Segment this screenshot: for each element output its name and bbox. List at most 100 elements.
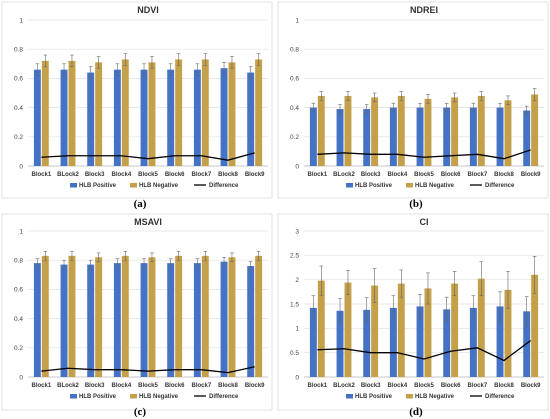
chart-title: NDREI xyxy=(410,5,438,15)
bar-hlb-positive xyxy=(60,69,68,166)
y-tick-label: 0.8 xyxy=(14,47,23,54)
x-tick-label: Block8 xyxy=(494,172,514,178)
x-tick-label: Block9 xyxy=(521,383,541,389)
y-tick-label: 2.5 xyxy=(290,253,299,260)
legend-swatch-negative xyxy=(130,394,137,399)
error-bar xyxy=(123,251,128,261)
error-bar xyxy=(391,295,396,321)
error-bar xyxy=(426,272,430,305)
bar-hlb-negative xyxy=(201,59,209,166)
bar-hlb-negative xyxy=(68,60,76,166)
error-bar xyxy=(248,66,253,79)
error-bar xyxy=(142,258,146,268)
error-bar xyxy=(471,102,476,113)
panel-label: (c) xyxy=(134,406,147,418)
bar-hlb-positive xyxy=(193,69,201,166)
y-tick-label: 0.8 xyxy=(290,47,299,54)
x-tick-label: Block4 xyxy=(111,383,131,389)
error-bar xyxy=(506,271,510,309)
error-bar xyxy=(346,91,350,101)
bar-hlb-positive xyxy=(140,69,148,166)
bar-hlb-positive xyxy=(220,261,228,377)
bar-hlb-negative xyxy=(121,59,129,166)
error-bar xyxy=(168,63,173,76)
error-bar xyxy=(176,251,181,261)
error-bar xyxy=(399,269,404,298)
bar-hlb-negative xyxy=(201,255,209,377)
legend-label-negative: HLB Negative xyxy=(139,183,179,189)
bar-hlb-negative xyxy=(255,255,263,377)
legend-label-difference: Difference xyxy=(485,394,515,400)
bar-hlb-positive xyxy=(193,263,201,377)
bar-hlb-negative xyxy=(317,280,325,377)
error-bar xyxy=(123,53,128,66)
y-tick-label: 0.8 xyxy=(14,258,23,265)
error-bar xyxy=(62,63,66,76)
panel-border xyxy=(277,1,549,199)
legend-swatch-negative xyxy=(130,183,137,188)
x-tick-label: BLock2 xyxy=(333,172,355,178)
error-bar xyxy=(115,63,120,76)
bar-hlb-positive xyxy=(33,263,41,377)
bar-hlb-positive xyxy=(140,263,148,377)
error-bar xyxy=(230,56,234,69)
legend-swatch-negative xyxy=(406,394,413,399)
chart-title: NDVI xyxy=(137,5,159,15)
error-bar xyxy=(222,62,226,75)
bar-hlb-negative xyxy=(477,278,485,377)
error-bar xyxy=(248,261,253,271)
panel-border xyxy=(1,1,273,199)
bar-hlb-positive xyxy=(113,263,121,377)
y-tick-label: 0.4 xyxy=(14,316,23,323)
chart-title: CI xyxy=(420,217,429,227)
bar-hlb-positive xyxy=(496,107,504,166)
x-tick-label: Block8 xyxy=(218,383,238,389)
bar-hlb-negative xyxy=(371,97,379,166)
x-tick-label: Block8 xyxy=(218,172,238,178)
error-bar xyxy=(150,252,154,262)
bar-hlb-positive xyxy=(469,307,477,377)
panel-label: (b) xyxy=(409,198,423,210)
chart-panel-1: NDVI 0 0.2 0.4 0.6 0.8 1 Block1 BLock2 Block3 Bloc… xyxy=(1,1,273,210)
bar-hlb-negative xyxy=(531,94,539,166)
y-tick-label: 0.4 xyxy=(290,105,299,112)
bar-hlb-negative xyxy=(68,255,76,377)
bar-hlb-negative xyxy=(317,95,325,166)
bar-hlb-positive xyxy=(496,306,504,377)
y-tick-label: 0.5 xyxy=(290,350,299,357)
bar-hlb-negative xyxy=(121,255,129,377)
y-tick-label: 2 xyxy=(295,277,299,284)
y-tick-label: 0.2 xyxy=(290,134,299,141)
bar-hlb-negative xyxy=(397,95,405,166)
error-bar xyxy=(96,252,101,262)
bar-hlb-positive xyxy=(87,264,95,377)
y-tick-label: 0.6 xyxy=(14,76,23,83)
bar-hlb-negative xyxy=(228,257,236,377)
bar-hlb-negative xyxy=(504,289,512,377)
legend-label-positive: HLB Positive xyxy=(79,183,117,189)
error-bar xyxy=(418,102,422,113)
bar-hlb-negative xyxy=(397,283,405,377)
error-bar xyxy=(43,54,48,68)
bar-hlb-positive xyxy=(113,69,121,166)
bar-hlb-negative xyxy=(95,62,103,167)
x-tick-label: Block4 xyxy=(111,172,131,178)
legend-swatch-positive xyxy=(346,183,353,188)
error-bar xyxy=(203,53,208,66)
y-tick-label: 0.2 xyxy=(14,345,23,352)
error-bar xyxy=(532,256,537,294)
error-bar xyxy=(311,295,316,321)
legend-label-negative: HLB Negative xyxy=(139,394,179,400)
bar-hlb-negative xyxy=(148,62,156,167)
error-bar xyxy=(195,63,200,76)
y-tick-label: 0 xyxy=(295,163,299,170)
x-tick-label: Block9 xyxy=(245,383,265,389)
panel-label: (a) xyxy=(134,198,147,210)
x-tick-label: Block8 xyxy=(494,383,514,389)
x-tick-label: Block6 xyxy=(165,383,185,389)
bar-hlb-negative xyxy=(344,95,352,166)
error-bar xyxy=(532,88,537,101)
error-bar xyxy=(150,56,154,69)
error-bar xyxy=(372,92,377,103)
